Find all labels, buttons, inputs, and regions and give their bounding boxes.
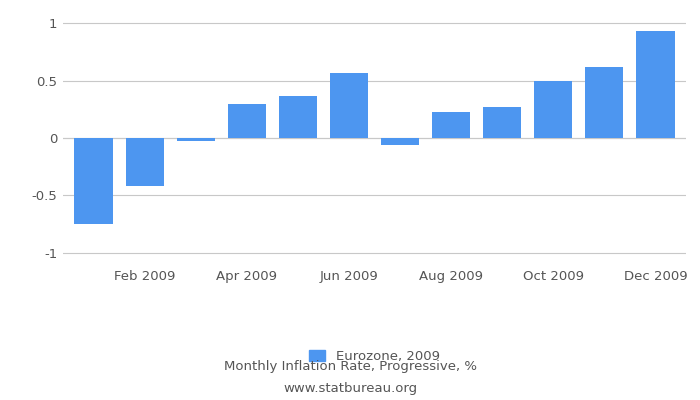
Bar: [176, 138, 215, 142]
Bar: [381, 138, 419, 145]
Bar: [585, 67, 624, 138]
Legend: Eurozone, 2009: Eurozone, 2009: [309, 350, 440, 363]
Text: Monthly Inflation Rate, Progressive, %: Monthly Inflation Rate, Progressive, %: [223, 360, 477, 373]
Bar: [483, 107, 522, 138]
Bar: [125, 138, 164, 186]
Bar: [432, 112, 470, 138]
Bar: [228, 104, 266, 138]
Bar: [636, 32, 675, 138]
Bar: [534, 81, 573, 138]
Bar: [279, 96, 317, 138]
Bar: [330, 73, 368, 138]
Text: www.statbureau.org: www.statbureau.org: [283, 382, 417, 395]
Bar: [74, 138, 113, 224]
